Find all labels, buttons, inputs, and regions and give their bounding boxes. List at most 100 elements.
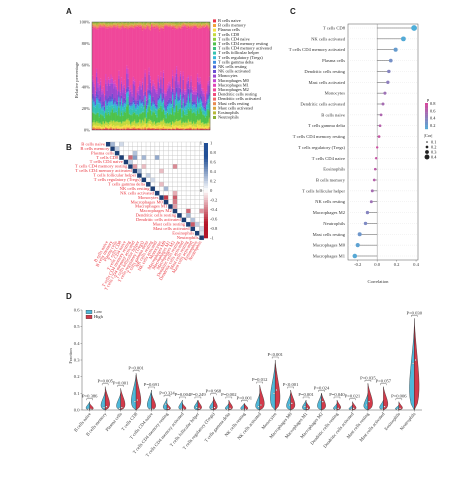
panel-a-area-segment: [151, 110, 153, 115]
panel-b-value-cell: [132, 155, 138, 160]
panel-a-area-segment: [179, 23, 182, 26]
panel-c-legend-p-step: [425, 103, 428, 105]
panel-a-area-segment: [126, 23, 128, 26]
panel-a-area-segment: [173, 90, 175, 93]
panel-a-area-segment: [122, 22, 124, 24]
panel-d-median-high: [90, 408, 92, 411]
panel-b-heatmap-grid: [105, 141, 205, 241]
panel-a-area-segment: [131, 93, 133, 97]
panel-a-area-segment: [165, 24, 167, 25]
panel-a-area-segment: [164, 106, 166, 108]
panel-a-area-segment: [158, 23, 161, 26]
panel-a-area-segment: [135, 25, 137, 27]
panel-a-area-segment: [185, 115, 187, 122]
panel-a-area-segment: [126, 92, 128, 93]
panel-a-area-segment: [126, 128, 128, 130]
panel-a-yticks: 0%20%40%60%80%100%: [79, 20, 90, 133]
panel-a-area-segment: [115, 26, 118, 28]
panel-a-area-segment: [123, 97, 126, 102]
panel-b-diagonal-cell: [146, 182, 151, 187]
panel-d-median-high: [120, 406, 123, 409]
panel-a-area-segment: [200, 25, 203, 28]
panel-a-area-segment: [95, 120, 98, 123]
panel-a-area-segment: [162, 108, 165, 110]
panel-a-area-segment: [97, 23, 99, 25]
panel-a-area-segment: [102, 125, 105, 128]
panel-d-pvalue: P=0.386: [82, 394, 98, 399]
panel-a-area-segment: [151, 115, 153, 121]
panel-a-area-segment: [103, 126, 106, 129]
panel-a-area-segment: [115, 89, 118, 102]
panel-a-area-segment: [160, 71, 162, 77]
panel-a-area-segment: [139, 114, 141, 120]
panel-a-area-segment: [171, 22, 174, 25]
panel-a-area-segment: [203, 109, 205, 112]
panel-a-area-segment: [160, 24, 162, 26]
panel-c-category-label: Dendritic cells resting: [304, 69, 345, 74]
panel-a-area-segment: [97, 28, 99, 30]
panel-a-area-segment: [107, 23, 110, 25]
panel-a-area-segment: [111, 97, 114, 100]
panel-a-area-segment: [130, 88, 132, 92]
panel-a-area-segment: [182, 24, 185, 26]
panel-a-area-segment: [190, 94, 192, 100]
panel-a-area-segment: [158, 25, 161, 27]
panel-a-area-segment: [192, 128, 195, 130]
panel-a-area-segment: [126, 105, 128, 107]
panel-c-legend-p-step: [425, 127, 428, 130]
panel-a-legend-swatch: [213, 24, 216, 27]
panel-a-area-segment: [98, 125, 101, 128]
panel-a-area-segment: [112, 26, 115, 28]
panel-a-area-segment: [145, 128, 148, 130]
panel-a-area-segment: [200, 126, 203, 129]
panel-a-area-segment: [162, 124, 165, 127]
panel-b-cell: [168, 172, 173, 178]
panel-a-area-segment: [149, 30, 152, 77]
panel-a-area-segment: [110, 121, 112, 124]
panel-a-area-segment: [116, 114, 119, 116]
panel-a-area-segment: [204, 117, 207, 118]
panel-b-colorbar-step: [204, 228, 208, 232]
panel-b-cell: [172, 186, 178, 192]
panel-a-area-segment: [160, 22, 162, 25]
panel-a-area-segment: [168, 22, 170, 24]
panel-a-area-segment: [149, 76, 152, 80]
panel-b-cell: [194, 217, 200, 223]
panel-a-area-segment: [173, 128, 175, 129]
panel-d-median-low: [303, 405, 306, 408]
panel-b-row-label: B cells naive: [81, 141, 105, 146]
panel-a-area-segment: [93, 125, 95, 127]
panel-a-area-segment: [133, 100, 136, 103]
panel-a-area-segment: [186, 107, 188, 114]
panel-a-area-segment: [107, 129, 110, 130]
panel-a-area-segment: [93, 25, 95, 27]
panel-a-area-segment: [187, 125, 190, 128]
panel-a-area-segment: [161, 110, 164, 112]
panel-a-area-segment: [110, 128, 112, 130]
panel-b-cell: [194, 226, 200, 232]
panel-a-area-segment: [166, 126, 169, 129]
panel-a-area-segment: [162, 102, 165, 109]
panel-a-area-segment: [124, 27, 127, 29]
panel-a-area-segment: [107, 26, 110, 28]
panel-a-area-segment: [135, 24, 137, 26]
panel-a-area-segment: [126, 22, 128, 23]
panel-b-cell: [194, 199, 200, 205]
panel-a-area-segment: [115, 128, 118, 130]
panel-a-area-segment: [132, 102, 135, 104]
panel-a-area-segment: [152, 96, 154, 102]
panel-a-area-segment: [135, 95, 137, 99]
panel-a-area-segment: [168, 82, 170, 86]
panel-a-area-segment: [158, 98, 161, 99]
panel-a-area-segment: [153, 22, 156, 24]
panel-a-area-segment: [174, 111, 177, 113]
panel-a-area-segment: [92, 123, 94, 127]
panel-b-cell: [145, 177, 151, 183]
panel-a-area-segment: [122, 107, 124, 110]
panel-a-area-segment: [136, 23, 139, 25]
panel-a-area-segment: [183, 122, 186, 124]
panel-b-cell: [185, 204, 191, 209]
panel-a-area-segment: [170, 91, 173, 101]
panel-a-area-segment: [109, 125, 111, 128]
panel-a-area-segment: [123, 102, 126, 104]
